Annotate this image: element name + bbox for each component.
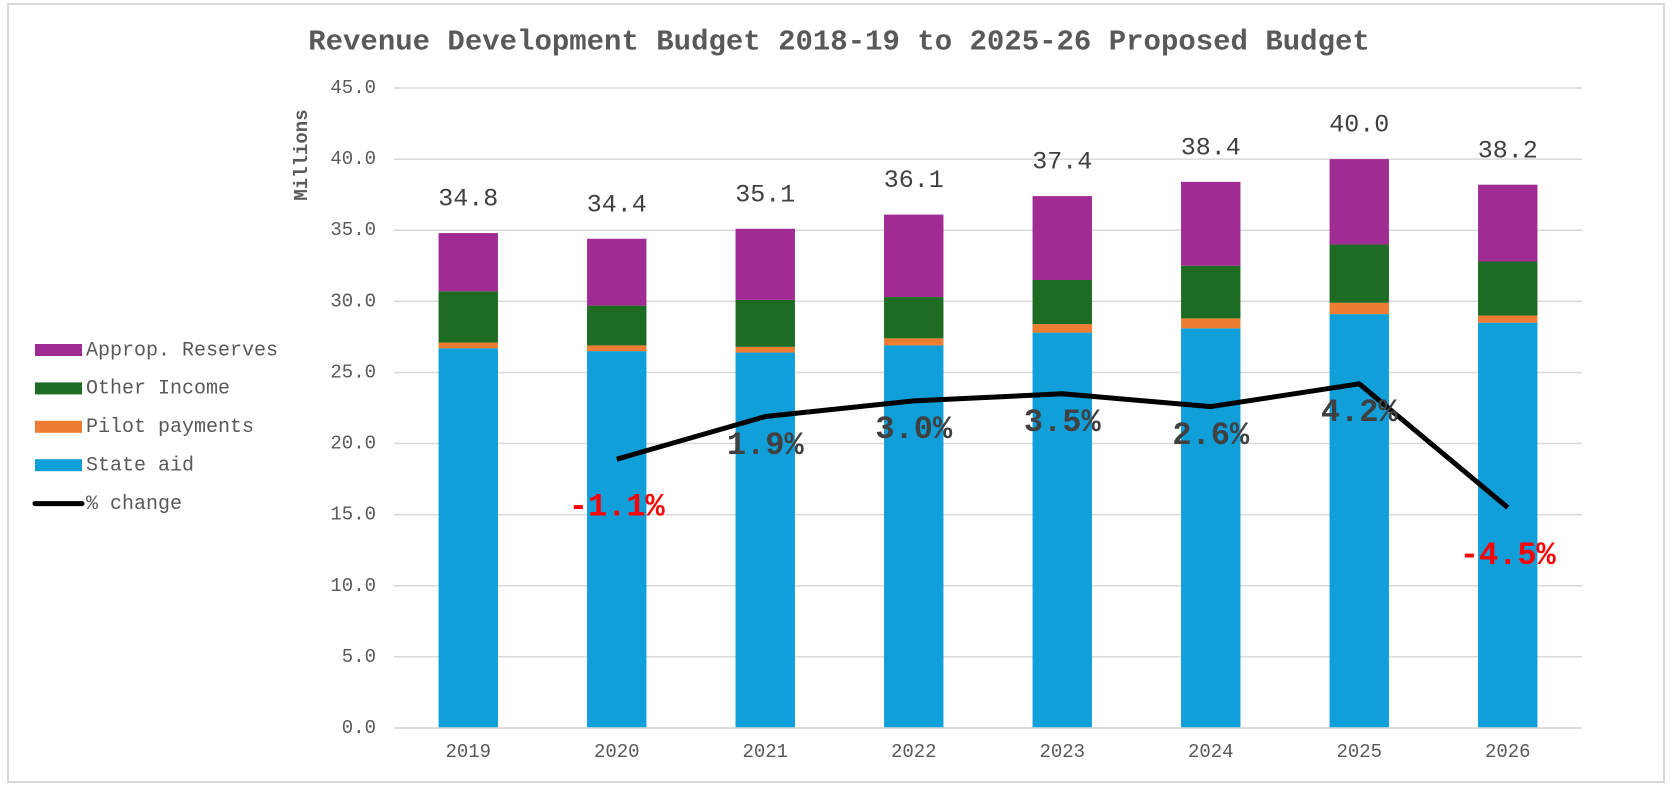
- x-tick-label: 2019: [445, 741, 491, 763]
- x-tick-label: 2023: [1039, 741, 1085, 763]
- bar-segment: [1329, 159, 1389, 245]
- legend-label: Other Income: [86, 378, 230, 401]
- chart-title: Revenue Development Budget 2018-19 to 20…: [308, 26, 1370, 59]
- legend-swatch: [35, 382, 82, 395]
- legend-swatch: [35, 420, 82, 433]
- y-tick-label: 45.0: [330, 77, 376, 99]
- bar-segment: [884, 214, 944, 298]
- bar-segment: [587, 305, 647, 346]
- total-label: 34.8: [438, 185, 498, 214]
- bar-segment: [1478, 184, 1538, 262]
- x-tick-label: 2021: [742, 741, 788, 763]
- bar-segment: [438, 233, 498, 292]
- legend-label: % change: [86, 493, 182, 516]
- total-label: 36.1: [884, 166, 944, 195]
- total-label: 40.0: [1329, 111, 1389, 140]
- bar-segment: [1329, 314, 1389, 728]
- bar-segment: [1478, 322, 1538, 728]
- bar-segment: [1181, 181, 1241, 266]
- bar-segment: [1478, 315, 1538, 323]
- y-tick-label: 40.0: [330, 148, 376, 170]
- bar-segment: [735, 352, 795, 728]
- legend-swatch: [35, 459, 82, 472]
- x-tick-label: 2024: [1188, 741, 1234, 763]
- y-tick-label: 15.0: [330, 504, 376, 526]
- bar-segment: [1181, 265, 1241, 319]
- bar-segment: [1478, 261, 1538, 316]
- legend-label: Pilot payments: [86, 416, 254, 439]
- y-tick-label: 30.0: [330, 290, 376, 312]
- bar-segment: [735, 346, 795, 353]
- bar-segment: [1032, 280, 1092, 325]
- bar-segment: [1032, 196, 1092, 280]
- bar-segment: [1032, 332, 1092, 728]
- y-tick-label: 35.0: [330, 219, 376, 241]
- total-label: 37.4: [1032, 148, 1092, 177]
- y-tick-label: 25.0: [330, 361, 376, 383]
- data-label: 1.9%: [727, 427, 805, 464]
- bar-segment: [1329, 302, 1389, 315]
- bar-segment: [884, 345, 944, 728]
- x-tick-label: 2025: [1336, 741, 1382, 763]
- bar-segment: [587, 351, 647, 728]
- data-label: -4.5%: [1460, 537, 1557, 574]
- bar-segment: [587, 345, 647, 352]
- bar-segment: [1181, 328, 1241, 728]
- total-label: 38.2: [1478, 136, 1538, 165]
- bar-segment: [1032, 324, 1092, 333]
- data-label: 3.0%: [875, 411, 953, 448]
- bar-segment: [438, 342, 498, 349]
- legend-swatch: [35, 344, 82, 356]
- total-label: 35.1: [735, 180, 795, 209]
- data-label: 2.6%: [1172, 417, 1250, 454]
- x-tick-label: 2022: [891, 741, 937, 763]
- y-tick-label: 5.0: [342, 646, 376, 668]
- total-label: 34.4: [587, 190, 647, 219]
- chart-frame: [7, 3, 1665, 783]
- data-label: 3.5%: [1024, 404, 1102, 441]
- x-tick-label: 2020: [594, 741, 640, 763]
- bar-segment: [438, 291, 498, 343]
- x-tick-label: 2026: [1485, 741, 1531, 763]
- legend-label: Approp. Reserves: [86, 339, 278, 362]
- total-label: 38.4: [1181, 133, 1241, 162]
- y-tick-label: 0.0: [342, 717, 376, 739]
- bar-segment: [735, 228, 795, 300]
- bar-segment: [884, 338, 944, 346]
- line: [616, 381, 1510, 510]
- y-tick-label: 10.0: [330, 575, 376, 597]
- data-label: 4.2%: [1321, 394, 1399, 431]
- bar-segment: [587, 238, 647, 306]
- legend-label: State aid: [86, 454, 194, 477]
- data-label: -1.1%: [569, 489, 666, 526]
- bar-segment: [1181, 318, 1241, 329]
- bar-segment: [1329, 244, 1389, 303]
- bar-segment: [735, 299, 795, 347]
- bar-segment: [438, 348, 498, 728]
- y-tick-label: 20.0: [330, 433, 376, 455]
- bar-segment: [884, 297, 944, 339]
- y-axis-label: Millions: [291, 109, 313, 200]
